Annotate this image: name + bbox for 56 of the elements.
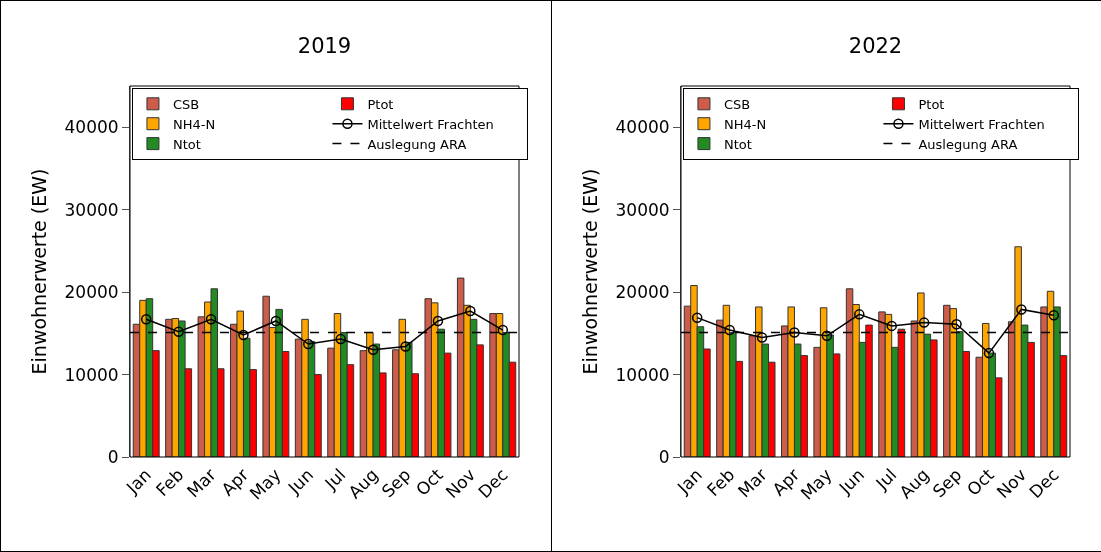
- point: [821, 330, 833, 342]
- point: [270, 315, 282, 327]
- point: [691, 312, 703, 323]
- y-tick-label: 20000: [615, 282, 670, 303]
- y-tick-label: 10000: [615, 364, 670, 385]
- point: [432, 315, 444, 327]
- x-tick-label: Jun: [834, 464, 869, 499]
- x-tick-label: Jul: [320, 464, 350, 494]
- y-tick-label: 10000: [64, 364, 119, 385]
- y-axis-title: Einwohnerwerte (EW): [579, 168, 602, 375]
- point: [335, 333, 346, 345]
- x-tick-label: Dec: [474, 464, 512, 503]
- legend-label: CSB: [723, 96, 751, 112]
- y-tick-label: 0: [107, 446, 119, 467]
- point: [951, 319, 962, 330]
- y-axis-title: Einwohnerwerte (EW): [28, 168, 51, 375]
- x-tick-label: Dec: [1025, 464, 1063, 503]
- point: [238, 329, 249, 341]
- legend-label: CSB: [172, 96, 200, 112]
- chart-title: 2019: [297, 34, 352, 59]
- legend-label: Mittelwert Frachten: [367, 116, 494, 132]
- legend-label: Auslegung ARA: [918, 136, 1018, 152]
- point: [854, 309, 865, 320]
- y-tick-label: 40000: [615, 117, 670, 138]
- legend-label: NH4-N: [723, 116, 767, 132]
- legend-label: Ptot: [918, 96, 945, 112]
- point: [303, 338, 314, 350]
- x-tick-label: Jun: [283, 464, 318, 499]
- point: [1048, 309, 1060, 321]
- legend-label: Ntot: [172, 136, 201, 152]
- point: [724, 324, 735, 336]
- point: [497, 324, 509, 336]
- chart-title: 2022: [848, 34, 903, 59]
- point: [205, 314, 217, 325]
- legend-label: Auslegung ARA: [367, 136, 467, 152]
- y-tick-label: 30000: [615, 199, 670, 220]
- y-tick-label: 20000: [64, 282, 119, 303]
- point: [367, 344, 379, 356]
- point: [983, 347, 995, 359]
- y-tick-label: 0: [658, 446, 670, 467]
- point: [140, 314, 152, 325]
- point: [400, 341, 411, 352]
- point: [465, 305, 476, 317]
- legend-label: Mittelwert Frachten: [918, 116, 1045, 132]
- legend-label: Ptot: [367, 96, 394, 112]
- legend-label: NH4-N: [172, 116, 216, 132]
- point: [886, 320, 897, 332]
- point: [789, 327, 800, 338]
- y-tick-label: 30000: [64, 199, 119, 220]
- point: [1016, 304, 1027, 315]
- point: [173, 326, 184, 337]
- point: [756, 332, 768, 343]
- point: [918, 317, 930, 328]
- x-tick-label: Jul: [871, 464, 901, 494]
- y-tick-label: 40000: [64, 117, 119, 138]
- legend-label: Ntot: [723, 136, 752, 152]
